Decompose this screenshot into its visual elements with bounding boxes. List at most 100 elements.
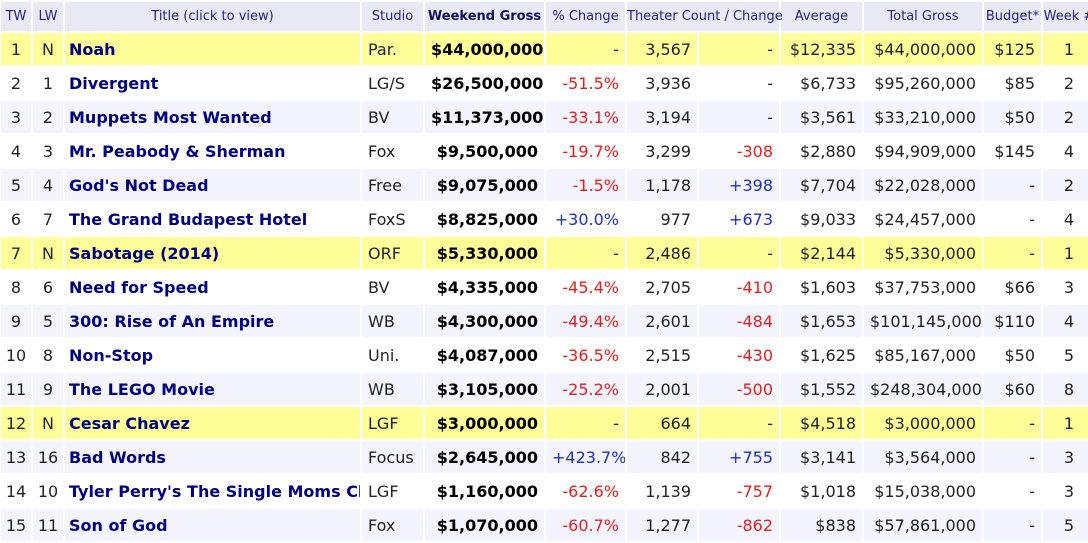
theater-change: +755: [699, 441, 779, 473]
col-weekend-gross[interactable]: Weekend Gross: [425, 2, 544, 31]
average: $6,733: [781, 67, 862, 99]
col-tw[interactable]: TW: [1, 2, 31, 31]
theater-count: 842: [627, 441, 697, 473]
theater-change: +398: [699, 169, 779, 201]
studio: Uni.: [362, 339, 423, 371]
budget: $145: [984, 135, 1041, 167]
studio: WB: [362, 373, 423, 405]
studio: Fox: [362, 509, 423, 541]
week-number: 4: [1043, 305, 1088, 337]
movie-title-cell: Noah: [65, 33, 360, 65]
rank-this-week: 15: [1, 509, 31, 541]
rank-last-week: 3: [33, 135, 63, 167]
movie-title-link[interactable]: Son of God: [69, 515, 168, 535]
studio: BV: [362, 271, 423, 303]
rank-last-week: 5: [33, 305, 63, 337]
table-row: 4 3 Mr. Peabody & Sherman Fox $9,500,000…: [1, 135, 1088, 167]
col-change[interactable]: % Change: [546, 2, 625, 31]
movie-title-cell: Sabotage (2014): [65, 237, 360, 269]
movie-title-link[interactable]: Sabotage (2014): [69, 243, 220, 263]
average: $12,335: [781, 33, 862, 65]
week-number: 4: [1043, 203, 1088, 235]
movie-title-cell: Mr. Peabody & Sherman: [65, 135, 360, 167]
average: $4,518: [781, 407, 862, 439]
movie-title-link[interactable]: Cesar Chavez: [69, 413, 190, 433]
col-studio[interactable]: Studio: [362, 2, 423, 31]
movie-title-link[interactable]: Bad Words: [69, 447, 166, 467]
movie-title-link[interactable]: Noah: [69, 39, 116, 59]
weekend-gross: $4,335,000: [425, 271, 544, 303]
percent-change: -: [546, 407, 625, 439]
theater-change: -: [699, 67, 779, 99]
week-number: 1: [1043, 33, 1088, 65]
col-title[interactable]: Title (click to view): [65, 2, 360, 31]
average: $1,552: [781, 373, 862, 405]
weekend-gross: $11,373,000: [425, 101, 544, 133]
total-gross: $33,210,000: [864, 101, 982, 133]
theater-change: -410: [699, 271, 779, 303]
col-total-gross[interactable]: Total Gross: [864, 2, 982, 31]
budget: -: [984, 203, 1041, 235]
movie-title-link[interactable]: 300: Rise of An Empire: [69, 311, 275, 331]
studio: WB: [362, 305, 423, 337]
table-row: 9 5 300: Rise of An Empire WB $4,300,000…: [1, 305, 1088, 337]
weekend-gross: $2,645,000: [425, 441, 544, 473]
movie-title-link[interactable]: Non-Stop: [69, 345, 154, 365]
budget: $50: [984, 101, 1041, 133]
theater-count: 2,705: [627, 271, 697, 303]
rank-this-week: 6: [1, 203, 31, 235]
theater-count: 3,567: [627, 33, 697, 65]
table-row: 2 1 Divergent LG/S $26,500,000 -51.5% 3,…: [1, 67, 1088, 99]
weekend-gross: $1,160,000: [425, 475, 544, 507]
percent-change: -25.2%: [546, 373, 625, 405]
movie-title-link[interactable]: Divergent: [69, 73, 159, 93]
movie-title-link[interactable]: Muppets Most Wanted: [69, 107, 272, 127]
col-average[interactable]: Average: [781, 2, 862, 31]
week-number: 2: [1043, 169, 1088, 201]
average: $2,880: [781, 135, 862, 167]
budget: -: [984, 441, 1041, 473]
theater-change: -: [699, 101, 779, 133]
week-number: 8: [1043, 373, 1088, 405]
total-gross: $3,564,000: [864, 441, 982, 473]
average: $9,033: [781, 203, 862, 235]
average: $1,625: [781, 339, 862, 371]
col-budget[interactable]: Budget*: [984, 2, 1041, 31]
table-row: 11 9 The LEGO Movie WB $3,105,000 -25.2%…: [1, 373, 1088, 405]
percent-change: -60.7%: [546, 509, 625, 541]
table-row: 7 N Sabotage (2014) ORF $5,330,000 - 2,4…: [1, 237, 1088, 269]
col-week[interactable]: Week #: [1043, 2, 1088, 31]
rank-this-week: 4: [1, 135, 31, 167]
movie-title-link[interactable]: The Grand Budapest Hotel: [69, 209, 308, 229]
movie-title-link[interactable]: The LEGO Movie: [69, 379, 215, 399]
table-row: 14 10 Tyler Perry's The Single Moms Club…: [1, 475, 1088, 507]
studio: Focus: [362, 441, 423, 473]
week-number: 1: [1043, 407, 1088, 439]
col-lw[interactable]: LW: [33, 2, 63, 31]
percent-change: -19.7%: [546, 135, 625, 167]
rank-last-week: 11: [33, 509, 63, 541]
movie-title-link[interactable]: Tyler Perry's The Single Moms Club: [69, 481, 360, 501]
table-row: 5 4 God's Not Dead Free $9,075,000 -1.5%…: [1, 169, 1088, 201]
total-gross: $248,304,000: [864, 373, 982, 405]
theater-count: 1,139: [627, 475, 697, 507]
percent-change: -51.5%: [546, 67, 625, 99]
studio: BV: [362, 101, 423, 133]
theater-change: -308: [699, 135, 779, 167]
movie-title-link[interactable]: God's Not Dead: [69, 175, 209, 195]
rank-last-week: 2: [33, 101, 63, 133]
budget: -: [984, 509, 1041, 541]
percent-change: -62.6%: [546, 475, 625, 507]
weekend-gross: $8,825,000: [425, 203, 544, 235]
table-row: 3 2 Muppets Most Wanted BV $11,373,000 -…: [1, 101, 1088, 133]
week-number: 5: [1043, 339, 1088, 371]
movie-title-link[interactable]: Mr. Peabody & Sherman: [69, 141, 286, 161]
movie-title-link[interactable]: Need for Speed: [69, 277, 209, 297]
theater-count: 664: [627, 407, 697, 439]
average: $1,603: [781, 271, 862, 303]
col-theater-count[interactable]: Theater Count / Change: [627, 2, 783, 31]
theater-count: 2,515: [627, 339, 697, 371]
weekend-gross: $1,070,000: [425, 509, 544, 541]
rank-this-week: 7: [1, 237, 31, 269]
